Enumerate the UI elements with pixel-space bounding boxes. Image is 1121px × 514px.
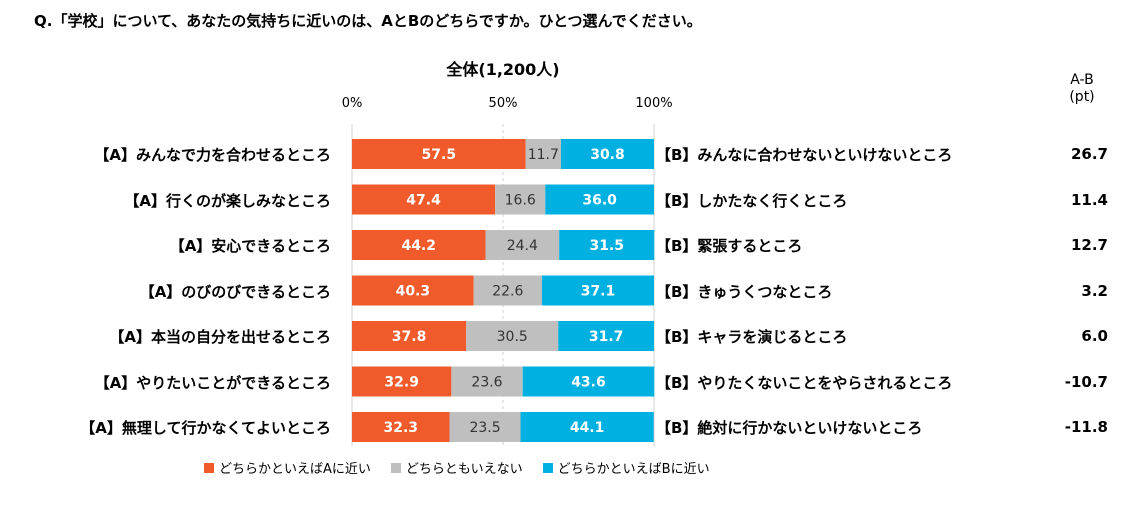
category-label-a: 【A】行くのが楽しみなところ	[124, 191, 331, 210]
data-label-b: 31.7	[589, 329, 624, 345]
diff-value: -11.8	[1064, 418, 1108, 436]
bar-segment-a	[352, 230, 486, 260]
legend-item-neutral: どちらともいえない	[390, 458, 523, 477]
bar-segment-a	[352, 139, 526, 169]
x-tick-0: 0%	[341, 96, 363, 111]
bar-segment-b	[560, 139, 654, 169]
category-label-a: 【A】のびのびできるところ	[139, 282, 331, 301]
data-label-b: 37.1	[581, 284, 616, 300]
data-label-b: 36.0	[582, 193, 617, 209]
diff-header-label: A-B	[1070, 72, 1094, 88]
category-label-a: 【A】やりたいことができるところ	[94, 373, 331, 392]
legend-label-neutral: どちらともいえない	[405, 462, 523, 477]
bar-segment-a	[352, 184, 496, 215]
bar-segment-b	[520, 412, 654, 442]
category-label-b: 【B】みんなに合わせないといけないところ	[656, 146, 953, 164]
data-label-a: 44.2	[401, 238, 436, 254]
category-label-b: 【B】きゅうくつなところ	[656, 282, 833, 301]
bar-segment-a	[352, 412, 450, 442]
diff-header-unit: (pt)	[1069, 89, 1095, 105]
legend-item-a: どちらかといえばAに近い	[204, 458, 371, 477]
bar-segment-neutral	[449, 412, 521, 442]
bar-segment-neutral	[473, 275, 542, 306]
data-label-neutral: 23.6	[471, 375, 502, 391]
data-label-a: 37.8	[392, 329, 427, 345]
bar-segment-neutral	[466, 321, 559, 351]
category-label-b: 【B】やりたくないことをやらされるところ	[656, 373, 953, 392]
category-label-a: 【A】安心できるところ	[169, 237, 331, 255]
bar-segment-b	[559, 230, 655, 260]
diff-value: 12.7	[1070, 236, 1108, 254]
category-label-b: 【B】キャラを演じるところ	[656, 328, 848, 346]
legend-label-b: どちらかといえばBに近い	[557, 462, 710, 477]
data-label-a: 47.4	[406, 193, 441, 209]
data-label-a: 32.9	[384, 375, 419, 391]
x-tick-50: 50%	[488, 96, 518, 111]
data-label-a: 32.3	[383, 420, 418, 436]
diff-value: -10.7	[1064, 372, 1108, 391]
bar-segment-a	[352, 321, 467, 351]
bar-segment-neutral	[451, 366, 523, 397]
legend-item-b: どちらかといえばBに近い	[542, 458, 710, 477]
data-label-neutral: 11.7	[528, 147, 559, 163]
data-label-a: 57.5	[422, 147, 457, 163]
legend-swatch-neutral	[390, 462, 401, 473]
data-label-a: 40.3	[396, 284, 431, 300]
data-label-b: 31.5	[589, 238, 624, 254]
diff-value: 11.4	[1070, 190, 1108, 209]
data-label-neutral: 16.6	[505, 193, 536, 209]
legend: どちらかといえばAに近い どちらともいえない どちらかといえばBに近い	[204, 458, 730, 477]
category-label-a: 【A】みんなで力を合わせるところ	[94, 146, 331, 164]
diff-value: 6.0	[1081, 327, 1108, 345]
bar-segment-neutral	[495, 184, 546, 215]
legend-label-a: どちらかといえばAに近い	[219, 462, 371, 477]
diff-value: 3.2	[1081, 281, 1108, 300]
category-label-a: 【A】本当の自分を出せるところ	[109, 328, 331, 346]
bar-segment-a	[352, 366, 452, 397]
category-label-b: 【B】絶対に行かないといけないところ	[656, 419, 923, 437]
data-label-neutral: 24.4	[507, 238, 538, 254]
legend-swatch-a	[204, 462, 214, 473]
data-label-b: 43.6	[571, 375, 606, 391]
x-tick-100: 100%	[635, 96, 673, 111]
legend-swatch-b	[542, 462, 553, 473]
chart-title: 全体(1,200人)	[446, 60, 560, 79]
bar-segment-neutral	[525, 139, 561, 169]
bar-segment-b	[558, 321, 654, 351]
data-label-neutral: 30.5	[497, 329, 528, 345]
question-text: Q.「学校」について、あなたの気持ちに近いのは、AとBのどちらですか。ひとつ選ん…	[34, 12, 702, 30]
bar-segment-b	[541, 275, 654, 306]
diff-value: 26.7	[1070, 145, 1108, 163]
data-label-b: 30.8	[590, 147, 625, 163]
data-label-b: 44.1	[570, 420, 605, 436]
bar-segment-b	[522, 366, 655, 397]
category-label-a: 【A】無理して行かなくてよいところ	[80, 419, 331, 437]
category-label-b: 【B】緊張するところ	[656, 237, 803, 255]
category-label-b: 【B】しかたなく行くところ	[656, 191, 848, 210]
bar-segment-a	[352, 275, 474, 306]
data-label-neutral: 23.5	[469, 420, 500, 436]
data-label-neutral: 22.6	[492, 284, 523, 300]
bar-segment-b	[545, 184, 654, 215]
bar-segment-neutral	[485, 230, 560, 260]
